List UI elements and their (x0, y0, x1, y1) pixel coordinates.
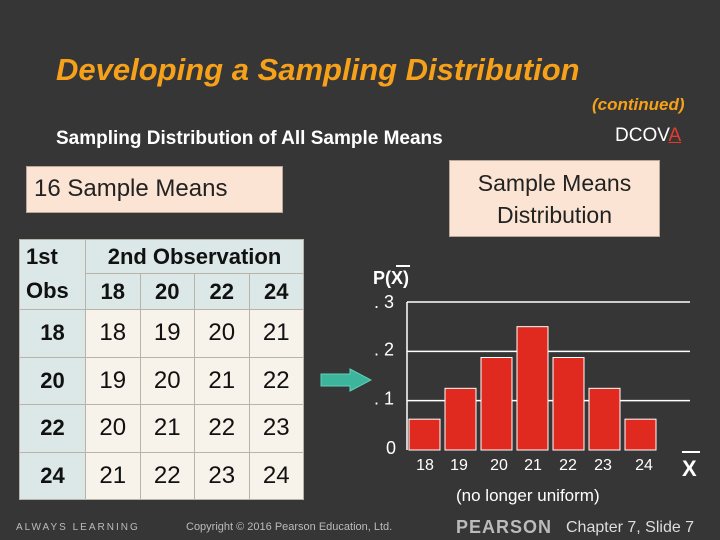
chart-bar (552, 357, 585, 451)
header-first-obs: 1st (19, 239, 86, 274)
table-cell: 24 (248, 451, 304, 500)
distribution-box: Sample Means Distribution (449, 160, 660, 237)
y-tick-label: 0 (386, 438, 396, 458)
chart-bar (408, 418, 441, 451)
sample-means-table: 1st 2nd Observation Obs 18 20 22 24 18 1… (19, 239, 304, 500)
y-axis-label: P(X) (373, 268, 409, 288)
table-cell: 21 (85, 451, 141, 500)
dcova-label: DCOVA (615, 125, 681, 147)
y-tick-label: . 3 (374, 292, 394, 312)
x-tick-label: 21 (524, 457, 542, 474)
chart-bar (444, 387, 477, 451)
footer-slide-number: Chapter 7, Slide 7 (566, 519, 695, 536)
dcov-highlight: A (668, 125, 682, 146)
table-cell: 21 (139, 404, 195, 453)
x-axis-ticks: 18 19 20 21 22 23 24 (416, 457, 653, 474)
sample-means-box: 16 Sample Means (26, 166, 283, 213)
sampling-distribution-chart: 0 . 1 . 2 . 3 18 19 20 21 22 23 24 P(X) X (373, 265, 700, 481)
table-cell: 19 (85, 356, 141, 405)
y-tick-label: . 2 (374, 339, 394, 359)
x-tick-label: 18 (416, 457, 434, 474)
header-col-24: 24 (248, 273, 304, 310)
table-cell: 20 (139, 356, 195, 405)
y-tick-label: . 1 (374, 389, 394, 409)
dcov-text: DCOV (615, 125, 669, 146)
chart-bar (516, 326, 549, 451)
slide-title: Developing a Sampling Distribution (56, 52, 580, 87)
chart-bar (480, 357, 513, 451)
table-row: 18 18 19 20 21 (19, 309, 304, 358)
footer-tagline: ALWAYS LEARNING (16, 522, 140, 533)
table-cell: 23 (248, 404, 304, 453)
chart-bar (588, 387, 621, 451)
header-col-18: 18 (85, 273, 141, 310)
x-tick-label: 19 (450, 457, 468, 474)
table-cell: 18 (85, 309, 141, 358)
table-cell: 19 (139, 309, 195, 358)
distribution-box-line2: Distribution (496, 202, 613, 228)
footer-brand-logo: PEARSON (456, 517, 553, 537)
distribution-caption: (no longer uniform) (456, 486, 600, 505)
x-tick-label: 23 (594, 457, 612, 474)
y-axis-ticks: 0 . 1 . 2 . 3 (374, 292, 396, 458)
distribution-box-line1: Sample Means (477, 170, 632, 196)
row-label: 22 (19, 404, 86, 453)
header-obs: Obs (19, 273, 86, 310)
row-label: 24 (19, 451, 86, 500)
table-cell: 20 (85, 404, 141, 453)
header-second-obs: 2nd Observation (85, 239, 304, 274)
x-axis-label: X (682, 456, 697, 481)
table-cell: 22 (194, 404, 250, 453)
table-cell: 22 (139, 451, 195, 500)
table-row: 22 20 21 22 23 (19, 404, 304, 453)
table-cell: 21 (194, 356, 250, 405)
footer-copyright: Copyright © 2016 Pearson Education, Ltd. (186, 521, 393, 533)
right-arrow-icon (320, 368, 372, 392)
header-col-20: 20 (139, 273, 195, 310)
table-cell: 21 (248, 309, 304, 358)
header-col-22: 22 (194, 273, 250, 310)
slide-subtitle: Sampling Distribution of All Sample Mean… (56, 128, 443, 149)
table-row: 20 19 20 21 22 (19, 356, 304, 405)
x-tick-label: 20 (490, 457, 508, 474)
row-label: 20 (19, 356, 86, 405)
x-tick-label: 22 (559, 457, 577, 474)
table-cell: 22 (248, 356, 304, 405)
continued-label: (continued) (592, 95, 685, 114)
x-tick-label: 24 (635, 457, 653, 474)
table-cell: 20 (194, 309, 250, 358)
chart-bar (624, 418, 657, 451)
table-cell: 23 (194, 451, 250, 500)
row-label: 18 (19, 309, 86, 358)
table-row: 24 21 22 23 24 (19, 451, 304, 500)
chart-bars (408, 326, 657, 451)
